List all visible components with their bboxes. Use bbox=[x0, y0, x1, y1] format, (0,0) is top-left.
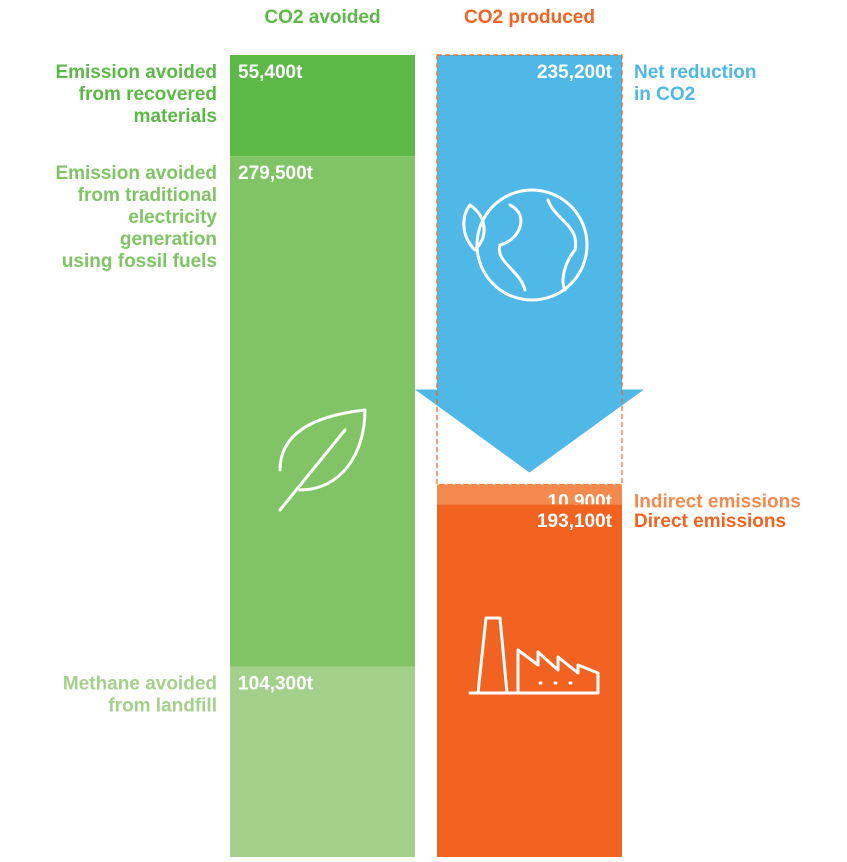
globe-detail bbox=[462, 198, 578, 292]
column-header: CO2 avoided bbox=[264, 7, 380, 28]
value-label: 104,300t bbox=[238, 673, 314, 694]
value-label: 279,500t bbox=[238, 163, 314, 184]
segment bbox=[230, 55, 415, 157]
segment-label: generation bbox=[120, 229, 217, 250]
segment-label: Indirect emissions bbox=[634, 491, 801, 512]
globe-icon bbox=[475, 188, 589, 302]
segment-label: Emission avoided bbox=[55, 163, 217, 184]
segment-label: Methane avoided bbox=[63, 673, 217, 694]
segment-label: Net reduction bbox=[634, 62, 756, 83]
column-header: CO2 produced bbox=[464, 7, 595, 28]
segment-arrow bbox=[415, 55, 644, 473]
segment-label: from traditional bbox=[78, 185, 217, 206]
segment bbox=[437, 504, 622, 857]
segment-label: from landfill bbox=[108, 695, 217, 716]
segment bbox=[230, 156, 415, 667]
segment-label: from recovered bbox=[79, 84, 217, 105]
value-label: 193,100t bbox=[537, 511, 613, 532]
segment bbox=[230, 666, 415, 857]
segment-label: Direct emissions bbox=[634, 511, 786, 532]
segment-label: using fossil fuels bbox=[62, 251, 217, 272]
segment-label: materials bbox=[134, 106, 217, 127]
value-label: 55,400t bbox=[238, 62, 303, 83]
segment-label: in CO2 bbox=[634, 84, 695, 105]
value-label: 235,200t bbox=[537, 62, 613, 83]
factory-icon bbox=[468, 616, 600, 695]
segment-label: electricity bbox=[128, 207, 217, 228]
segment bbox=[437, 484, 622, 505]
segment-label: Emission avoided bbox=[55, 62, 217, 83]
leaf-icon bbox=[278, 408, 367, 512]
